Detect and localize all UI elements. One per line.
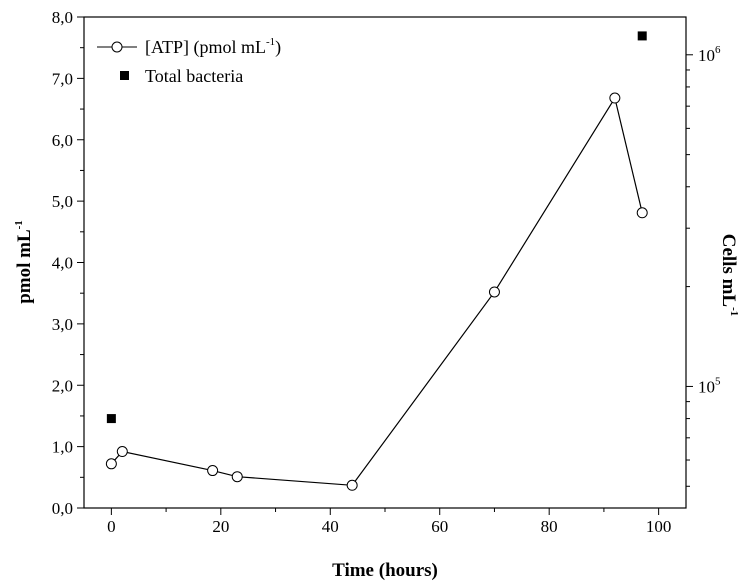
y-right-tick-label: 105 bbox=[698, 375, 721, 396]
y-right-tick-label: 106 bbox=[698, 44, 721, 65]
data-point-atp bbox=[609, 92, 621, 104]
y-left-axis-title-sup: -1 bbox=[13, 220, 25, 229]
ticks: 0 20 40 60 80 100 0,0 1,0 2,0 3,0 4,0 5,0 6,0 7,0 8,0 1… bbox=[52, 8, 721, 536]
axes bbox=[83, 16, 687, 509]
legend-atp-label: [ATP] (pmol mL-1) bbox=[145, 36, 281, 58]
y-right-axis-title-main: Cells mL bbox=[718, 234, 739, 307]
x-tick-label: 60 bbox=[431, 517, 448, 536]
legend-atp-label-suffix: ) bbox=[275, 37, 281, 58]
y-left-tick-label: 3,0 bbox=[52, 315, 73, 334]
legend-atp-label-main: [ATP] (pmol mL bbox=[145, 37, 266, 58]
y-left-tick-label: 7,0 bbox=[52, 69, 73, 88]
y-left-axis-title: pmol mL-1 bbox=[13, 220, 35, 304]
data-point-bacteria bbox=[106, 414, 116, 424]
plot-frame bbox=[83, 16, 687, 509]
data-point-atp bbox=[231, 471, 243, 483]
data-point-atp bbox=[636, 207, 648, 219]
data-point-atp bbox=[346, 479, 358, 491]
data-point-atp bbox=[105, 458, 117, 470]
y-right-axis-title: Cells mL-1 bbox=[718, 234, 740, 317]
legend-atp-label-sup: -1 bbox=[266, 36, 275, 48]
y-left-tick-label: 5,0 bbox=[52, 192, 73, 211]
y-left-tick-label: 2,0 bbox=[52, 376, 73, 395]
x-tick-label: 0 bbox=[107, 517, 116, 536]
series-0-line bbox=[110, 96, 643, 486]
legend-atp-marker bbox=[111, 41, 123, 53]
data-point-atp bbox=[207, 465, 219, 477]
data-point-atp bbox=[116, 446, 128, 458]
legend: [ATP] (pmol mL-1) Total bacteria bbox=[97, 36, 281, 86]
y-left-tick-label: 1,0 bbox=[52, 438, 73, 457]
series bbox=[105, 31, 648, 491]
y-right-axis-title-sup: -1 bbox=[728, 307, 740, 316]
x-axis-title: Time (hours) bbox=[332, 560, 438, 581]
legend-bacteria-marker bbox=[120, 71, 129, 80]
legend-bacteria-label: Total bacteria bbox=[145, 66, 243, 86]
x-tick-label: 20 bbox=[212, 517, 229, 536]
y-left-tick-label: 8,0 bbox=[52, 8, 73, 27]
x-tick-label: 40 bbox=[322, 517, 339, 536]
y-left-tick-label: 4,0 bbox=[52, 254, 73, 273]
y-left-tick-label: 6,0 bbox=[52, 131, 73, 150]
data-point-bacteria bbox=[637, 31, 647, 41]
y-left-axis-title-main: pmol mL bbox=[14, 229, 35, 303]
y-left-tick-label: 0,0 bbox=[52, 499, 73, 518]
data-point-atp bbox=[488, 286, 500, 298]
x-tick-label: 100 bbox=[646, 517, 672, 536]
x-tick-label: 80 bbox=[541, 517, 558, 536]
